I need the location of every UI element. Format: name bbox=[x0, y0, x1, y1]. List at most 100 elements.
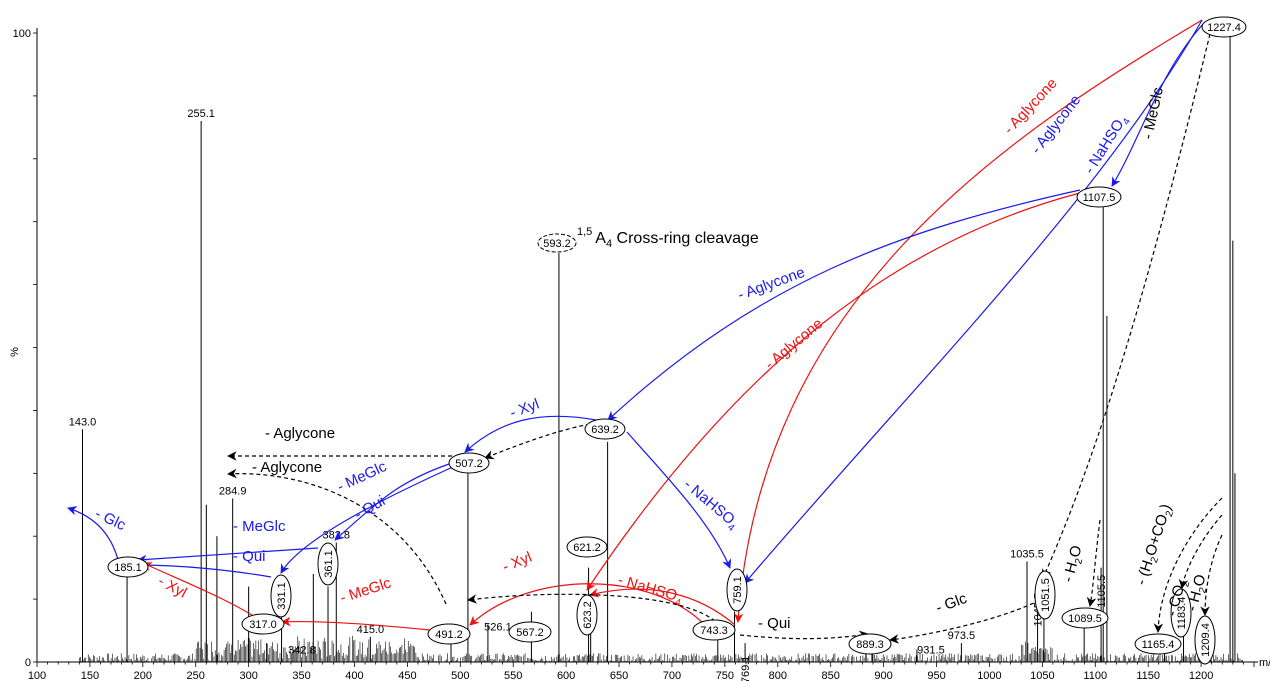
ion-node-label: 621.2 bbox=[573, 542, 601, 554]
x-tick-label: 100 bbox=[28, 670, 46, 681]
loss-label: - MeGlc bbox=[1139, 85, 1167, 140]
loss-label: - Xyl bbox=[500, 549, 534, 576]
fragmentation-arrow bbox=[626, 431, 732, 569]
x-tick-label: 900 bbox=[874, 670, 892, 681]
fragmentation-arrow bbox=[744, 19, 1203, 584]
ion-node-label: 1089.5 bbox=[1068, 613, 1102, 625]
fragmentation-arrow bbox=[733, 19, 1203, 623]
noise-peaks bbox=[79, 635, 1243, 662]
x-tick-label: 1200 bbox=[1189, 670, 1213, 681]
ion-node-oval bbox=[1076, 186, 1122, 208]
ion-node-oval bbox=[848, 633, 892, 655]
ion-node-oval bbox=[107, 556, 149, 578]
ion-node-oval bbox=[537, 233, 577, 253]
fragmentation-arrow bbox=[586, 192, 1081, 591]
ion-node-oval bbox=[1170, 588, 1192, 638]
ion-node-label: 889.3 bbox=[856, 639, 884, 651]
x-tick-label: 600 bbox=[557, 670, 575, 681]
ion-node-oval bbox=[692, 619, 736, 641]
ion-node-label: 361.1 bbox=[323, 550, 335, 578]
fragmentation-arrow bbox=[1200, 534, 1223, 616]
peak-label: 255.1 bbox=[187, 108, 215, 120]
peak-label: 931.5 bbox=[917, 644, 945, 656]
cross-ring-annotation: 1,5 A4 Cross-ring cleavage bbox=[577, 226, 759, 250]
loss-label: - MeGlc bbox=[233, 518, 286, 535]
x-tick-label: 200 bbox=[134, 670, 152, 681]
loss-label: - Aglycone bbox=[762, 315, 827, 373]
ion-node-oval bbox=[1201, 16, 1247, 38]
x-axis-label: m/z bbox=[1259, 657, 1270, 669]
fragmentation-arrow bbox=[334, 461, 456, 541]
ion-node-label: 507.2 bbox=[455, 458, 483, 470]
loss-label: - H2O bbox=[1183, 573, 1212, 614]
x-tick-label: 450 bbox=[398, 670, 416, 681]
x-tick-label: 700 bbox=[663, 670, 681, 681]
peak-label: 342.8 bbox=[288, 644, 316, 656]
loss-label: - NaHSO4 bbox=[1081, 111, 1133, 178]
ion-node-label: 331.1 bbox=[276, 582, 288, 610]
loss-label: - Qui bbox=[233, 548, 266, 565]
loss-label: - MeGlc bbox=[338, 574, 394, 607]
fragmentation-arrow bbox=[137, 547, 319, 565]
loss-label: - Glc bbox=[92, 505, 128, 534]
ion-node-label: 1209.4 bbox=[1200, 623, 1212, 657]
y-axis-label: % bbox=[9, 347, 21, 357]
ion-node-oval bbox=[270, 574, 292, 618]
loss-label: - NaHSO4 bbox=[679, 476, 743, 534]
x-tick-label: 150 bbox=[81, 670, 99, 681]
y-tick-label: 100 bbox=[13, 28, 31, 40]
fragmentation-arrow bbox=[1086, 519, 1101, 607]
peak-label: 284.9 bbox=[219, 485, 247, 497]
ion-node-label: 743.3 bbox=[700, 625, 728, 637]
ion-node-label: 317.0 bbox=[249, 619, 277, 631]
peak-label: 143.0 bbox=[69, 416, 97, 428]
x-tick-label: 950 bbox=[927, 670, 945, 681]
ion-node-oval bbox=[427, 623, 471, 645]
loss-label: - Qui bbox=[352, 492, 389, 523]
fragmentation-arrow bbox=[464, 415, 597, 453]
peak-label: 382.8 bbox=[323, 529, 351, 541]
fragmentation-arrow bbox=[484, 423, 591, 460]
x-tick-label: 300 bbox=[239, 670, 257, 681]
ion-node-label: 1227.4 bbox=[1207, 22, 1241, 34]
ion-node-oval bbox=[1061, 607, 1109, 629]
peak-label: 1105.5 bbox=[1096, 575, 1108, 608]
x-tick-label: 650 bbox=[610, 670, 628, 681]
ion-node-oval bbox=[317, 542, 339, 586]
x-tick-label: 1000 bbox=[977, 670, 1001, 681]
fragmentation-arrow bbox=[67, 506, 119, 561]
fragmentation-arrow bbox=[1042, 33, 1211, 579]
x-tick-label: 800 bbox=[769, 670, 787, 681]
peak-label: 973.5 bbox=[948, 630, 976, 642]
fragmentation-arrows bbox=[67, 19, 1223, 644]
fragmentation-arrow bbox=[1153, 497, 1223, 633]
y-tick-label: 0 bbox=[25, 657, 31, 669]
ion-node-label: 593.2 bbox=[543, 238, 571, 250]
loss-label: - Aglycone bbox=[265, 425, 335, 442]
loss-label: - Glc bbox=[934, 590, 970, 617]
x-tick-label: 500 bbox=[451, 670, 469, 681]
loss-label: - NaHSO4 bbox=[615, 572, 685, 610]
ion-node-label: 185.1 bbox=[114, 562, 142, 574]
ion-node-oval bbox=[576, 594, 598, 636]
ion-nodes: 1227.4 1107.5 593.2 639.2 507.2 621.2 623.2 185… bbox=[107, 16, 1247, 665]
x-tick-label: 400 bbox=[345, 670, 363, 681]
loss-labels: - Aglycone- Aglycone- NaHSO4- MeGlc- Agl… bbox=[92, 75, 1212, 632]
loss-label: - Aglycone bbox=[252, 459, 322, 476]
loss-label: - H2O bbox=[1059, 544, 1088, 585]
ion-node-oval bbox=[1134, 633, 1182, 655]
fragmentation-arrow bbox=[280, 465, 456, 574]
peak-label: 526.1 bbox=[484, 621, 512, 633]
ion-node-oval bbox=[584, 418, 626, 440]
ion-node-oval bbox=[448, 452, 490, 474]
fragmentation-arrow bbox=[1178, 514, 1223, 589]
fragmentation-arrow bbox=[739, 630, 869, 641]
loss-label: - Qui bbox=[758, 615, 791, 632]
ion-node-label: 1183.4 bbox=[1176, 597, 1188, 630]
x-tick-label: 1050 bbox=[1030, 670, 1054, 681]
ion-node-oval bbox=[508, 621, 552, 643]
x-tick-label: 750 bbox=[716, 670, 734, 681]
fragmentation-arrow bbox=[607, 189, 1081, 421]
x-tick-label: 1100 bbox=[1083, 670, 1107, 681]
